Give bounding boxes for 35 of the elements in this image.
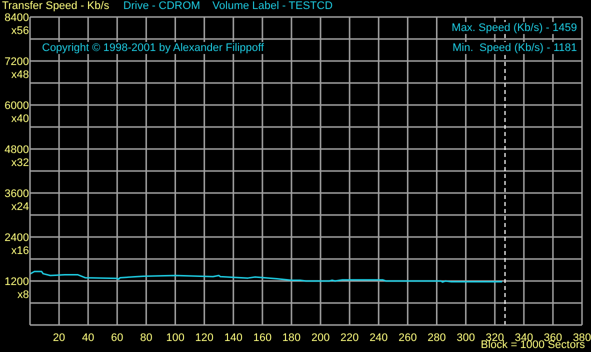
text: x32	[11, 157, 29, 169]
x-tick-label: 60	[111, 332, 124, 344]
x-tick-label: 300	[456, 332, 475, 344]
x-tick-label: 220	[340, 332, 359, 344]
x-tick-label: 240	[369, 332, 388, 344]
y-tick-label: 2400	[4, 232, 29, 244]
x-tick-label: 180	[282, 332, 301, 344]
y-tick-label: 8400	[4, 12, 29, 24]
chart-subtitle: Drive - CDROM Volume Label - TESTCD	[123, 0, 333, 12]
chart-title: Transfer Speed - Kb/s	[2, 0, 110, 12]
x-tick-label: 120	[195, 332, 214, 344]
x-tick-label: 100	[166, 332, 184, 344]
x-tick-label: 200	[311, 332, 330, 344]
text: x56	[11, 25, 29, 37]
annotation: Min. Speed (Kb/s) - 1181	[450, 42, 579, 54]
x-tick-label: 140	[224, 332, 243, 344]
text: x48	[11, 69, 29, 81]
text: x8	[17, 289, 29, 301]
x-tick-label: 20	[52, 332, 66, 344]
x-tick-label: 80	[140, 332, 152, 344]
y-tick-label: 7200	[4, 56, 29, 68]
x-tick-label: 40	[82, 332, 94, 344]
y-tick-label: 1200	[4, 276, 29, 288]
y-tick-label: 3600	[4, 188, 29, 200]
line-series	[30, 270, 503, 283]
x-tick-label: 260	[398, 332, 417, 344]
y-tick-label: 4800	[4, 144, 29, 156]
text: x40	[11, 113, 29, 125]
annotation: Max. Speed (Kb/s) - 1459	[450, 22, 579, 34]
annotation: Copyright © 1998-2001 by Alexander Filippoff	[40, 42, 266, 54]
text: x24	[11, 201, 29, 213]
text: x16	[11, 245, 29, 257]
y-tick-label: 6000	[4, 100, 29, 112]
x-tick-label: 160	[253, 332, 272, 344]
x-tick-label: 280	[428, 332, 446, 344]
